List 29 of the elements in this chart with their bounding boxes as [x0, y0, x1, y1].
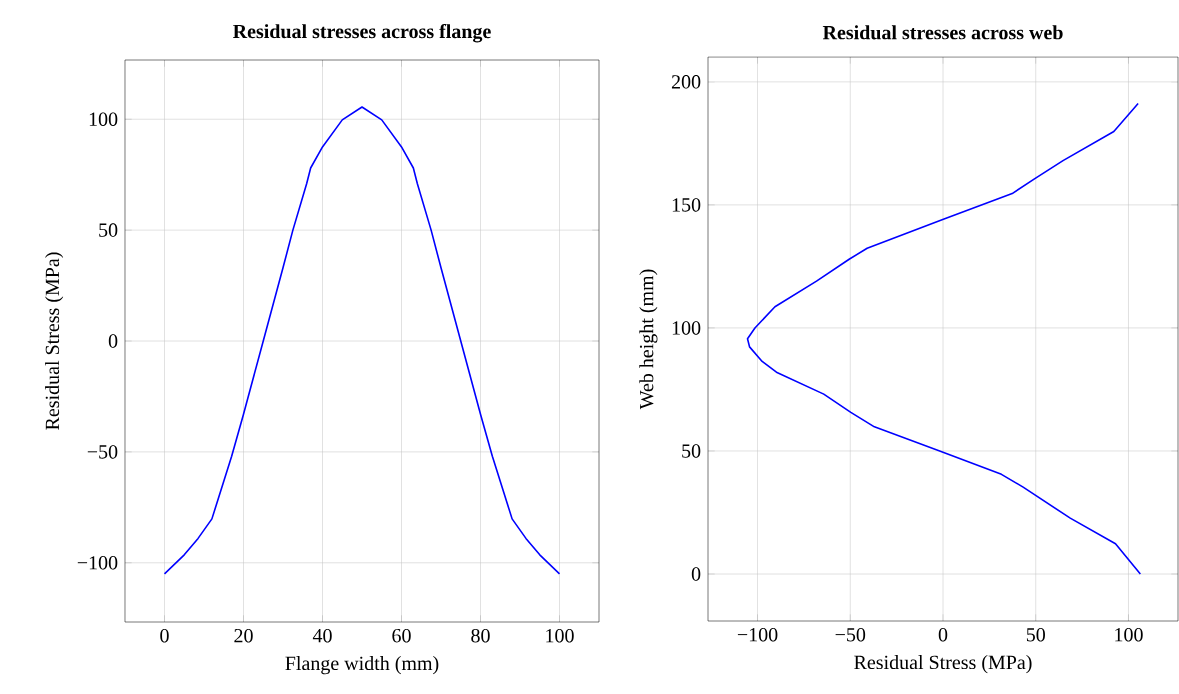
- x-tick-label: 50: [1026, 627, 1045, 642]
- x-tick-label: 100: [546, 628, 574, 643]
- chart-title: Residual stresses across flange: [232, 23, 491, 43]
- x-tick-label: 0: [938, 627, 948, 642]
- x-tick-label: 100: [1115, 627, 1143, 642]
- x-tick-label: −50: [835, 627, 866, 642]
- y-tick-label: 100: [89, 112, 118, 126]
- x-axis-title: Residual Stress (MPa): [854, 655, 1032, 674]
- x-tick-label: 0: [160, 628, 169, 643]
- y-tick-label: −100: [77, 556, 118, 570]
- x-tick-label: 60: [392, 628, 411, 643]
- y-tick-label: 50: [99, 223, 118, 237]
- line-series: [746, 102, 1142, 575]
- y-tick-label: 150: [672, 198, 701, 212]
- x-tick-label: −100: [737, 627, 778, 642]
- line-series: [163, 106, 561, 575]
- x-tick-label: 80: [471, 628, 490, 643]
- y-axis-title: Web height (mm): [639, 269, 658, 410]
- y-tick-label: 100: [672, 321, 701, 335]
- x-tick-label: 20: [234, 628, 253, 643]
- chart-title: Residual stresses across web: [822, 25, 1063, 40]
- x-tick-label: 40: [312, 628, 332, 643]
- y-tick-label: 0: [108, 334, 118, 348]
- y-tick-label: 0: [691, 567, 701, 581]
- y-tick-label: 200: [671, 75, 701, 89]
- y-axis-title: Residual Stress (MPa): [45, 252, 64, 430]
- y-tick-label: −50: [87, 445, 118, 459]
- y-tick-label: 50: [682, 444, 701, 458]
- x-axis-title: Flange width (mm): [285, 656, 439, 675]
